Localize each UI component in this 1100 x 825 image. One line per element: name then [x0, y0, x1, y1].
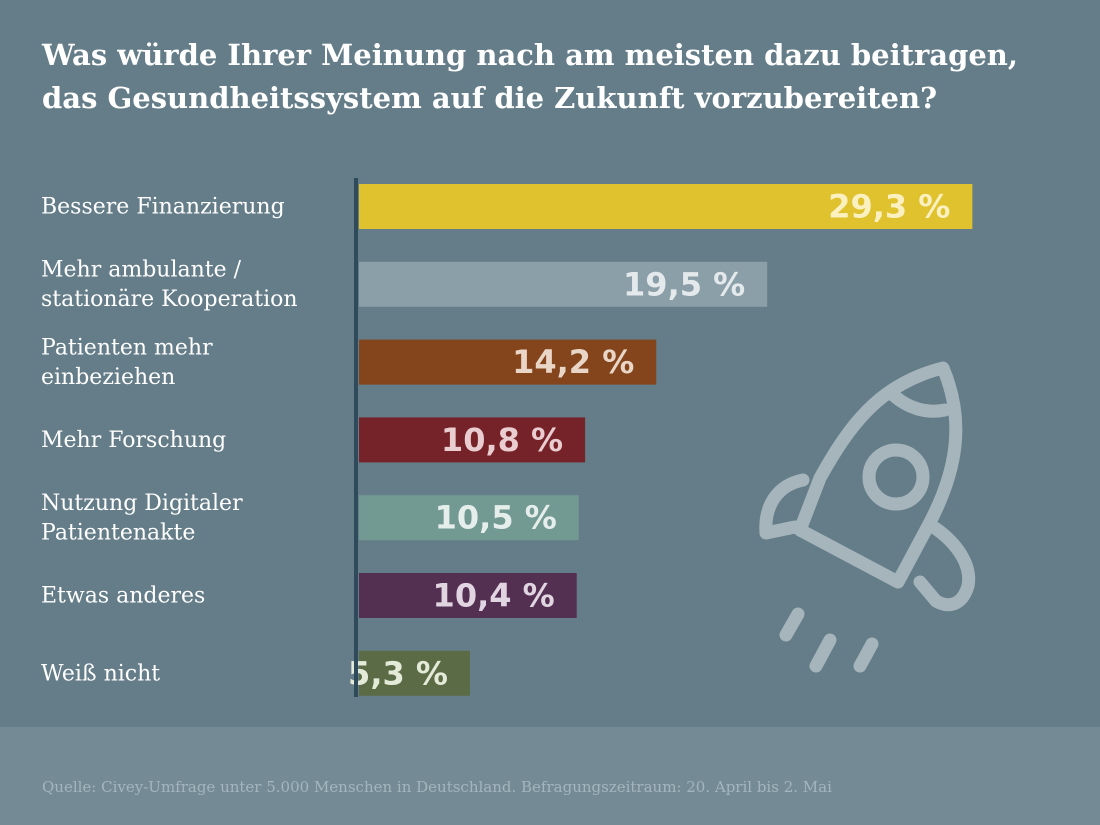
- bar-value-label: 29,3 %: [828, 188, 950, 226]
- rocket-icon: [759, 361, 976, 673]
- chart-title: Was würde Ihrer Meinung nach am meisten …: [42, 34, 1062, 120]
- category-label: stationäre Kooperation: [41, 287, 298, 312]
- bars-layer: [359, 184, 973, 696]
- bar-value-label: 14,2 %: [512, 343, 634, 381]
- bar: [359, 650, 470, 696]
- bar-value-label: 10,5 %: [435, 499, 557, 537]
- footer: Quelle: Civey-Umfrage unter 5.000 Mensch…: [0, 727, 1100, 825]
- bar-value-label: 10,4 %: [433, 577, 555, 615]
- bar: [359, 417, 586, 463]
- value-labels: 29,3 % 19,5 % 14,2 % 10,8 % 10,5 % 10,4 % 5,3 …: [348, 188, 950, 693]
- category-label: Etwas anderes: [41, 584, 205, 609]
- source-note: Quelle: Civey-Umfrage unter 5.000 Mensch…: [42, 778, 832, 796]
- bar-value-label: 10,8 %: [441, 421, 563, 459]
- bar: [359, 495, 579, 541]
- category-label: einbeziehen: [41, 365, 175, 390]
- category-labels: Bessere Finanzierung Mehr ambulante / stat…: [41, 195, 298, 687]
- category-label: Bessere Finanzierung: [41, 195, 285, 220]
- bar-chart: Bessere Finanzierung Mehr ambulante / stat…: [41, 178, 976, 697]
- chart-title-line-1: Was würde Ihrer Meinung nach am meisten …: [42, 38, 1018, 72]
- category-label: Patientenakte: [41, 520, 195, 545]
- category-label: Patienten mehr: [41, 335, 213, 360]
- bar: [359, 339, 657, 385]
- category-label: Mehr Forschung: [41, 428, 226, 453]
- bar: [359, 573, 577, 618]
- bar-value-label: 19,5 %: [623, 265, 745, 303]
- bar: [359, 184, 973, 229]
- category-label: Nutzung Digitaler: [41, 491, 243, 516]
- category-label: Mehr ambulante /: [41, 258, 242, 283]
- bar-value-label: 5,3 %: [348, 654, 448, 692]
- category-label: Weiß nicht: [41, 661, 160, 686]
- bar: [359, 261, 768, 307]
- chart-title-line-2: das Gesundheitssystem auf die Zukunft vo…: [42, 81, 938, 115]
